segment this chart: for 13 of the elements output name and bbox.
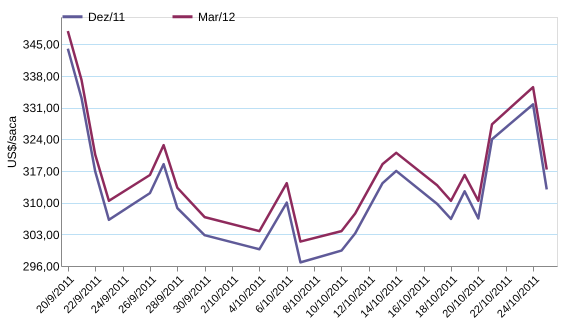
y-tick-label: 345,00 <box>22 38 60 52</box>
y-tick-label: 296,00 <box>22 260 60 274</box>
line-series <box>66 30 548 243</box>
y-axis-title: US$/saca <box>4 116 19 168</box>
y-tick-label: 303,00 <box>22 228 60 242</box>
y-tick-label: 317,00 <box>22 164 60 178</box>
legend-label: Dez/11 <box>88 10 126 24</box>
y-tick-label: 310,00 <box>22 196 60 210</box>
y-tick-label: 338,00 <box>22 69 60 84</box>
y-tick-label: 331,00 <box>22 101 60 116</box>
line-series <box>66 47 548 264</box>
y-tick-label: 324,00 <box>22 132 60 147</box>
legend-label: Mar/12 <box>198 10 236 24</box>
